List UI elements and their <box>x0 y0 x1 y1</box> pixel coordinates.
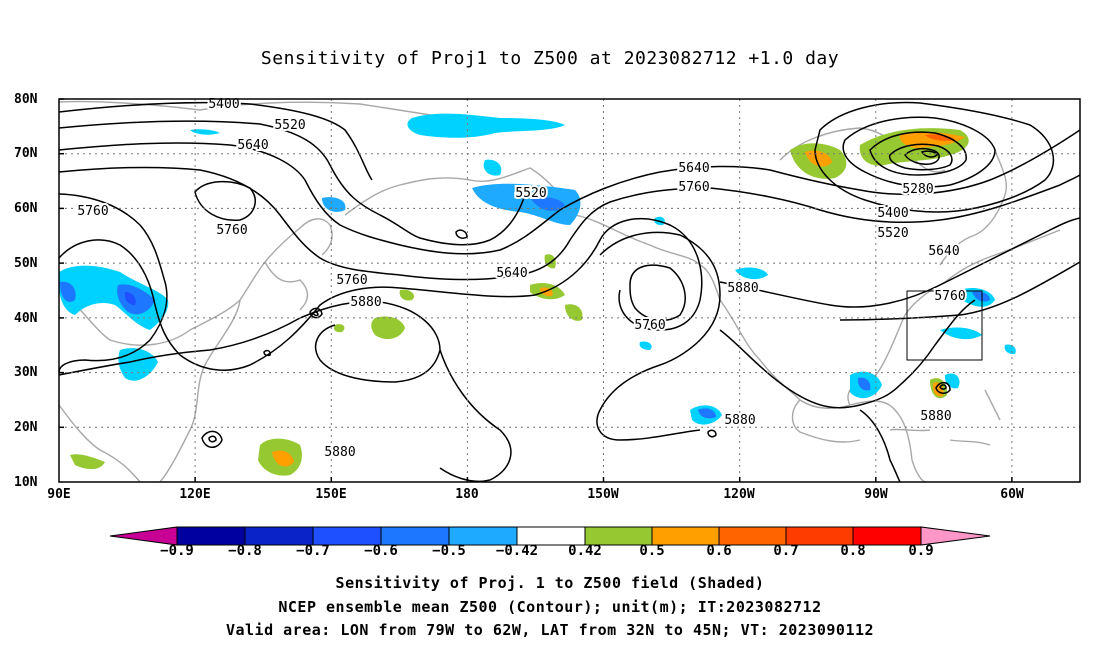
lon-label: 180 <box>455 487 479 502</box>
caption-line: NCEP ensemble mean Z500 (Contour); unit(… <box>278 598 822 616</box>
valid-area-box <box>906 290 983 361</box>
colorbar-label: −0.8 <box>228 543 262 559</box>
lon-label: 60W <box>1000 487 1024 502</box>
contour-label: 5760 <box>77 204 108 219</box>
plot-title: Sensitivity of Proj1 to Z500 at 20230827… <box>260 48 840 69</box>
lat-label: 60N <box>14 201 38 216</box>
lon-label: 150E <box>315 487 347 502</box>
lat-label: 30N <box>14 365 38 380</box>
colorbar-label: −0.7 <box>296 543 330 559</box>
contour-label: 5640 <box>678 161 709 176</box>
contour-label: 5640 <box>928 244 959 259</box>
lat-label: 20N <box>14 420 38 435</box>
contour-label: 5760 <box>678 180 709 195</box>
colorbar-high-triangle <box>920 526 991 546</box>
contour-labels: 5400 5520 5640 5760 5760 5520 5640 5760 … <box>75 95 967 462</box>
caption-line: Sensitivity of Proj. 1 to Z500 field (Sh… <box>335 574 765 592</box>
lat-label: 40N <box>14 311 38 326</box>
lon-label: 90E <box>47 487 71 502</box>
sensitivity-shading <box>59 113 1016 476</box>
contour-label: 5520 <box>877 226 908 241</box>
colorbar-label: −0.6 <box>364 543 398 559</box>
colorbar-label: 0.6 <box>706 543 732 559</box>
contour-label: 5520 <box>274 118 305 133</box>
lon-label: 150W <box>587 487 619 502</box>
contour-label: 5880 <box>724 413 755 428</box>
colorbar-label: 0.5 <box>639 543 665 559</box>
contour-label: 5280 <box>902 182 933 197</box>
contour-label: 5640 <box>237 138 268 153</box>
colorbar-label: 0.9 <box>908 543 934 559</box>
contour-label: 5760 <box>934 289 965 304</box>
colorbar <box>109 526 991 546</box>
colorbar-label: −0.9 <box>160 543 194 559</box>
z500-contours <box>58 101 1081 483</box>
caption-line: Valid area: LON from 79W to 62W, LAT fro… <box>225 621 875 639</box>
graticule <box>59 99 1080 482</box>
contour-label: 5880 <box>727 281 758 296</box>
lat-label: 50N <box>14 256 38 271</box>
contour-label: 5760 <box>634 318 665 333</box>
map-frame <box>58 98 1081 483</box>
lon-label: 90W <box>864 487 888 502</box>
contour-label: 5880 <box>920 409 951 424</box>
contour-label: 5880 <box>350 295 381 310</box>
colorbar-label: −0.42 <box>495 543 539 559</box>
lat-label: 80N <box>14 92 38 107</box>
lat-label: 10N <box>14 475 38 490</box>
contour-label: 5640 <box>496 266 527 281</box>
colorbar-label: −0.5 <box>432 543 466 559</box>
contour-label: 5760 <box>216 223 247 238</box>
contour-label: 5520 <box>515 186 546 201</box>
contour-label: 5760 <box>336 273 367 288</box>
lon-label: 120W <box>723 487 755 502</box>
axis-ticks <box>59 98 1013 482</box>
lat-label: 70N <box>14 146 38 161</box>
lon-label: 120E <box>179 487 211 502</box>
colorbar-label: 0.42 <box>568 543 602 559</box>
colorbar-label: 0.7 <box>773 543 799 559</box>
colorbar-label: 0.8 <box>840 543 866 559</box>
contour-label: 5880 <box>324 445 355 460</box>
contour-label: 5400 <box>877 206 908 221</box>
